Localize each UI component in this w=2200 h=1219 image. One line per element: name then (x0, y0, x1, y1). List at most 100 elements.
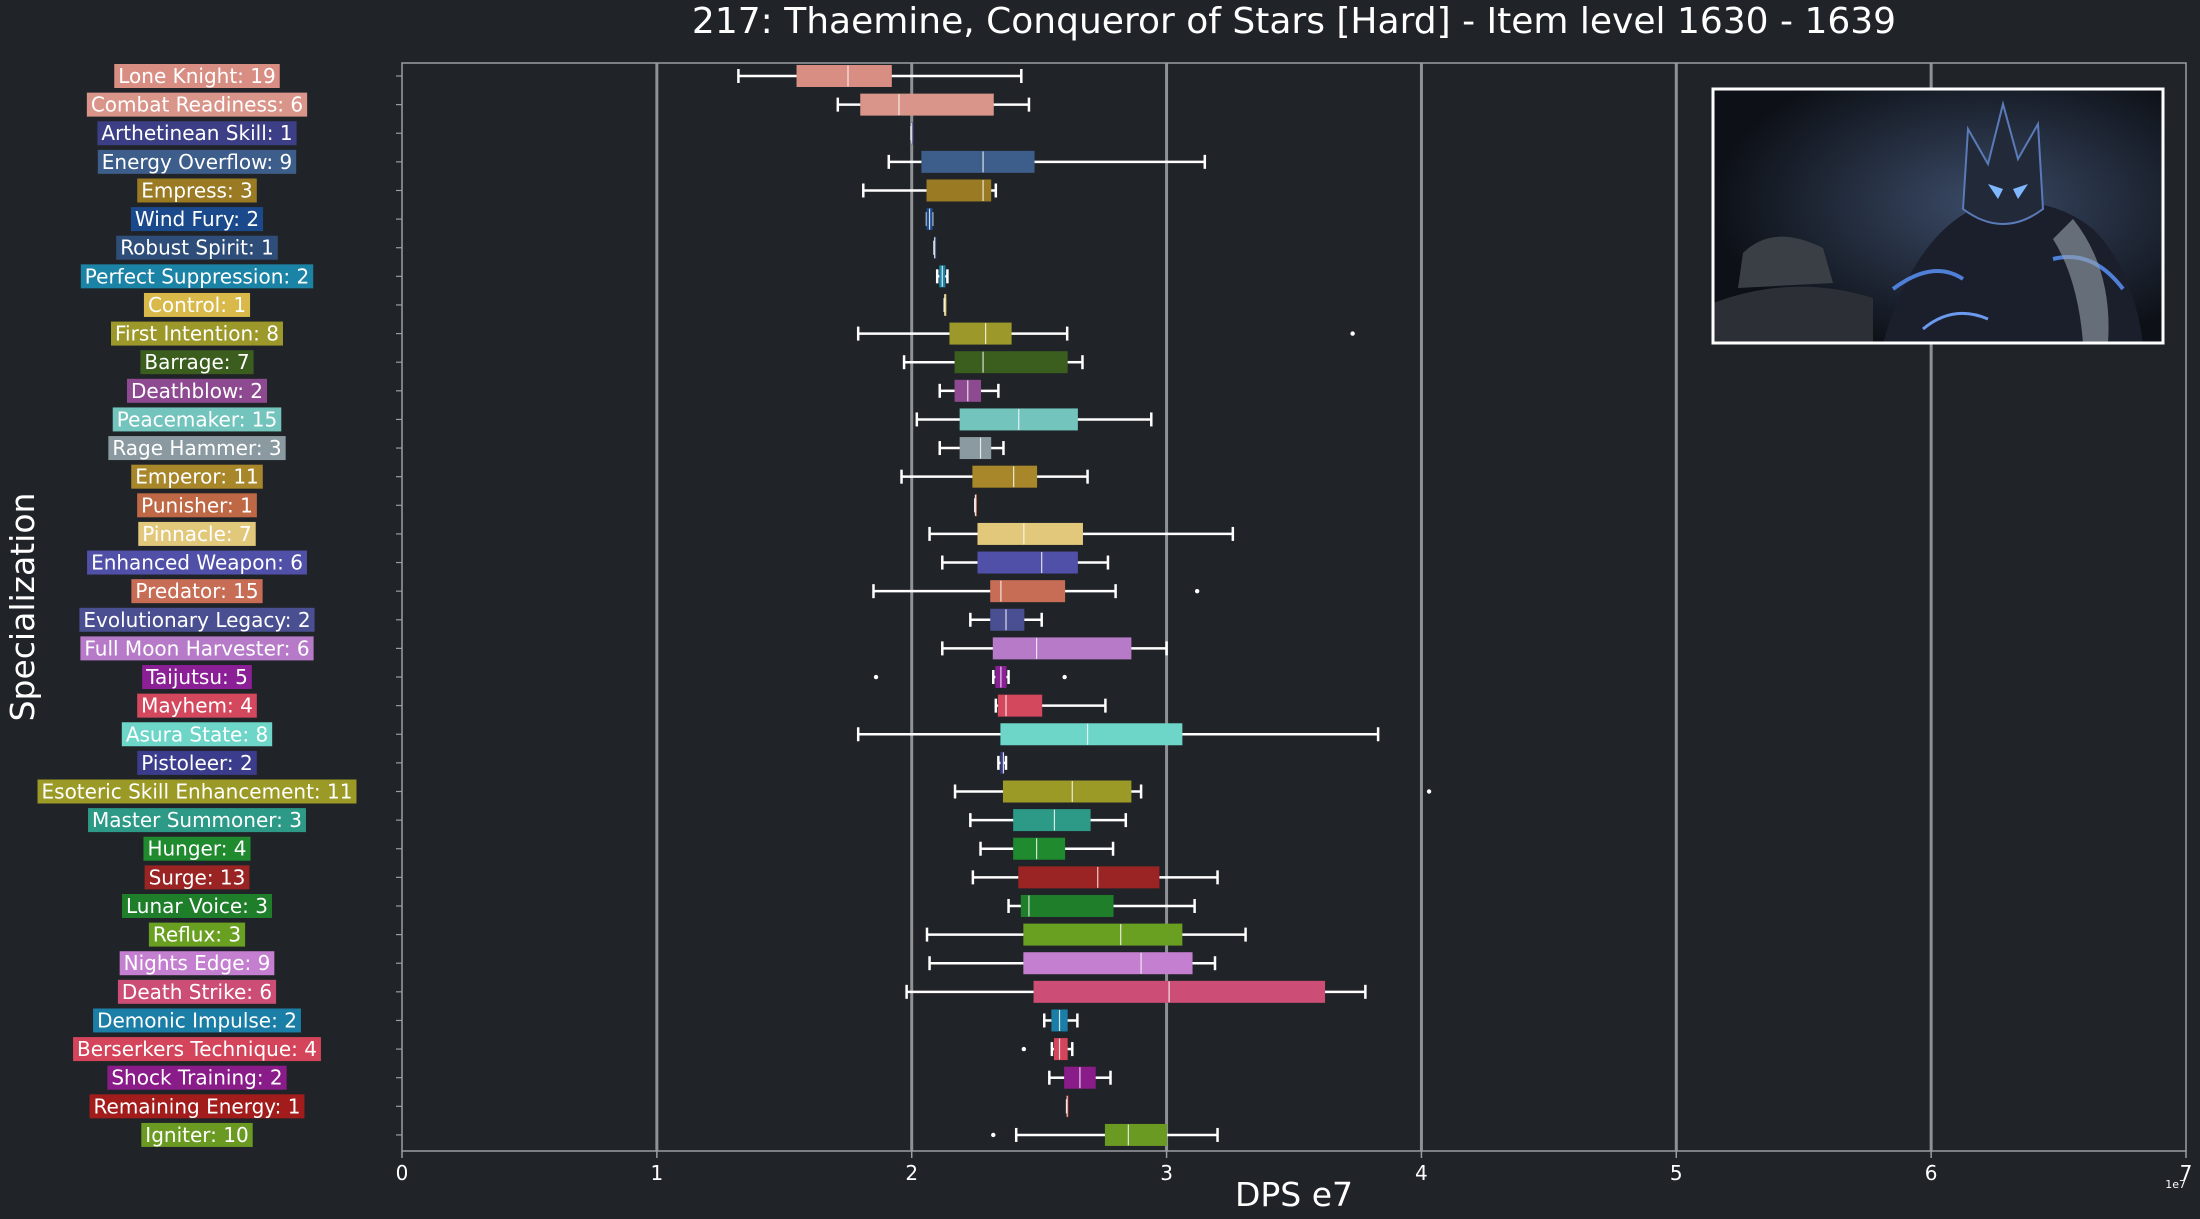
box-group (856, 723, 1380, 746)
box-group (1048, 1066, 1112, 1089)
y-tick-label-group: Esoteric Skill Enhancement: 11 (37, 779, 357, 804)
box-group (938, 437, 1005, 460)
x-axis-label: DPS e7 (1235, 1175, 1353, 1214)
y-tick-label-group: Death Strike: 6 (117, 979, 277, 1004)
y-tick-label-group: Full Moon Harvester: 6 (80, 636, 314, 661)
box-group (925, 923, 1247, 946)
y-tick-label: Demonic Impulse: 2 (97, 1008, 297, 1032)
box-iqr (1104, 1123, 1168, 1146)
y-tick-label-group: Demonic Impulse: 2 (93, 1008, 301, 1033)
box-iqr (1023, 923, 1183, 946)
inset-figure-crown (1961, 100, 2045, 225)
plot-area-frame (401, 62, 2187, 1152)
y-tick-label-group: Hunger: 4 (143, 836, 251, 861)
outlier-point (873, 674, 879, 680)
box-iqr (1053, 1038, 1068, 1061)
box-group (872, 580, 1200, 603)
y-tick-label-group: Enhanced Weapon: 6 (87, 550, 307, 575)
y-tick-label: Predator: 15 (135, 579, 258, 603)
y-tick-label-bg (114, 64, 280, 88)
box-iqr (992, 637, 1132, 660)
y-tick-label-bg (131, 464, 263, 489)
box-iqr (860, 93, 994, 116)
box-group (953, 780, 1432, 803)
y-tick-label-group: Surge: 13 (144, 865, 250, 890)
y-tick-label-bg (126, 378, 268, 403)
y-tick-label-group: Taijutsu: 5 (142, 665, 252, 690)
y-tick-label-bg (89, 1094, 305, 1119)
y-tick-label: Death Strike: 6 (122, 980, 272, 1004)
box-group (969, 809, 1128, 832)
y-tick-label-group: Igniter: 10 (141, 1122, 253, 1147)
y-tick-label-group: Evolutionary Legacy: 2 (79, 607, 315, 632)
y-tick-label: Lunar Voice: 3 (126, 894, 268, 918)
y-tick-label-group: Berserkers Technique: 4 (73, 1037, 321, 1062)
box-group (969, 608, 1043, 631)
y-tick-label-bg (144, 865, 250, 890)
y-tick-label-bg (112, 407, 282, 432)
box-group (873, 666, 1067, 689)
y-tick-label: Peacemaker: 15 (117, 407, 278, 431)
box-iqr (1023, 952, 1193, 975)
box-group (928, 952, 1217, 975)
y-tick-label: Deathblow: 2 (131, 379, 263, 403)
y-tick-label-group: Pinnacle: 7 (138, 521, 256, 546)
box-iqr (972, 465, 1038, 488)
outlier-point (1350, 331, 1355, 336)
y-tick-label-bg (143, 292, 251, 317)
y-tick-label-bg (137, 693, 257, 718)
inset-glow (2013, 184, 2028, 199)
y-tick-label-group: Arthetinean Skill: 1 (97, 121, 297, 145)
y-tick-label: Reflux: 3 (153, 923, 241, 947)
box-group (915, 408, 1153, 431)
y-tick-label: Taijutsu: 5 (145, 665, 248, 689)
y-tick-label-group: Perfect Suppression: 2 (80, 264, 314, 289)
box-group (997, 751, 1008, 774)
y-tick-label-group: First Intention: 8 (111, 321, 283, 346)
chart-title: 217: Thaemine, Conqueror of Stars [Hard]… (692, 1, 1896, 42)
box-iqr (1033, 980, 1326, 1003)
y-tick-label: Emperor: 11 (135, 465, 259, 489)
box-group (902, 351, 1084, 374)
y-tick-label: Robust Spirit: 1 (120, 236, 274, 260)
box-iqr (1000, 723, 1183, 746)
box-group (862, 179, 998, 202)
box-iqr (990, 608, 1025, 631)
x-tick-label: 0 (396, 1161, 409, 1185)
x-tick-label: 3 (1160, 1161, 1173, 1185)
y-tick-label: Mayhem: 4 (141, 694, 253, 718)
box-group (900, 465, 1089, 488)
y-tick-label-bg (137, 750, 257, 775)
y-tick-label: Surge: 13 (149, 865, 246, 889)
y-tick-label-group: Master Summoner: 3 (88, 808, 306, 833)
box-group (905, 980, 1367, 1003)
box-group (979, 837, 1115, 860)
box-group (856, 322, 1355, 345)
y-tick-label: Pinnacle: 7 (142, 522, 251, 546)
y-tick-label-bg (111, 321, 283, 346)
box-group (1065, 1095, 1069, 1118)
y-tick-label-group: Combat Readiness: 6 (86, 92, 308, 117)
y-tick-label: Igniter: 10 (145, 1123, 248, 1147)
box-group (941, 551, 1110, 574)
inset-glow-streak (1891, 269, 1965, 291)
box-iqr (990, 580, 1066, 603)
inset-glow (1988, 184, 2003, 199)
box-group (994, 694, 1107, 717)
y-tick-label: Master Summoner: 3 (92, 808, 302, 832)
box-iqr (959, 437, 992, 460)
box-group (910, 122, 914, 145)
box-group (737, 65, 1023, 87)
y-tick-label-bg (80, 636, 314, 661)
y-tick-label-bg (73, 1037, 321, 1062)
box-iqr (997, 694, 1043, 717)
y-tick-labels: Lone Knight: 19 Combat Readiness: 6 Arthet… (37, 64, 402, 1147)
box-group (938, 379, 1000, 402)
y-tick-label-bg (130, 207, 264, 232)
y-tick-label-bg (119, 951, 275, 976)
y-tick-label-bg (88, 808, 306, 833)
y-tick-label-group: Robust Spirit: 1 (116, 235, 278, 260)
x-tick-label: 1 (650, 1161, 663, 1185)
y-tick-label-bg (138, 521, 256, 546)
y-tick-label-bg (80, 264, 314, 289)
